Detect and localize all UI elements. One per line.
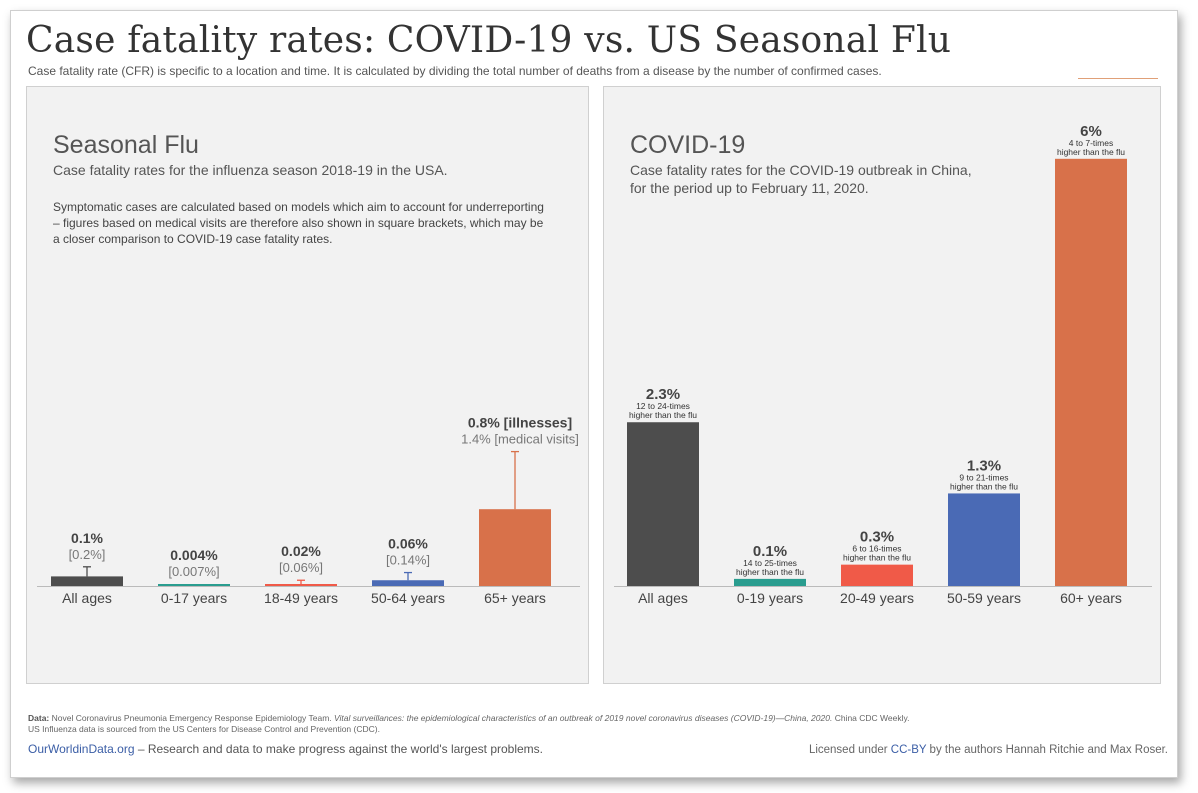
- license-note: Licensed under CC-BY by the authors Hann…: [809, 744, 1168, 756]
- owid-credit: OurWorldinData.org – Research and data t…: [28, 742, 543, 756]
- license-prefix: Licensed under: [808, 744, 891, 756]
- flu-value-label-3: 0.02%: [281, 543, 321, 559]
- covid-comparison-line2-2: higher than the flu: [736, 567, 804, 577]
- covid-category-label-1: All ages: [638, 590, 688, 606]
- covid-category-label-2: 0-19 years: [737, 590, 803, 606]
- flu-sublabel-2: [0.007%]: [168, 564, 219, 579]
- covid-comparison-line1-2: 14 to 25-times: [743, 558, 797, 568]
- covid-comparison-line2-1: higher than the flu: [629, 410, 697, 420]
- data-source-title: Vital surveillances: the epidemiological…: [334, 713, 833, 723]
- covid-category-label-4: 50-59 years: [947, 590, 1021, 606]
- covid-value-label-3: 0.3%: [860, 529, 894, 546]
- flu-value-label-5: 0.8% [illnesses]: [468, 415, 572, 431]
- flu-sublabel-4: [0.14%]: [386, 553, 430, 568]
- data-label: Data:: [28, 713, 50, 723]
- covid-comparison-line1-3: 6 to 16-times: [852, 544, 901, 554]
- data-source-line1: Data: Novel Coronavirus Pneumonia Emerge…: [28, 713, 1148, 724]
- covid-panel-subtitle: Case fatality rates for the COVID-19 out…: [630, 161, 972, 197]
- data-source-note: Data: Novel Coronavirus Pneumonia Emerge…: [28, 713, 1148, 735]
- covid-bar-3: [841, 564, 913, 586]
- covid-bar-5: [1055, 158, 1127, 587]
- flu-panel-title: Seasonal Flu: [53, 131, 199, 159]
- owid-link[interactable]: OurWorldinData.org: [28, 742, 135, 756]
- chart-title: Case fatality rates: COVID-19 vs. US Sea…: [26, 20, 952, 61]
- covid-panel: COVID-19 Case fatality rates for the COV…: [603, 86, 1161, 684]
- flu-value-label-2: 0.004%: [170, 547, 218, 563]
- flu-bar-1: [51, 576, 123, 586]
- data-source-authors: Novel Coronavirus Pneumonia Emergency Re…: [51, 713, 332, 723]
- flu-category-label-2: 0-17 years: [161, 590, 227, 606]
- flu-bar-3: [265, 584, 337, 586]
- covid-value-label-5: 6%: [1080, 123, 1102, 140]
- flu-bar-chart: [0.2%]0.1% All ages [0.007%]0.004% 0-17 yea…: [37, 415, 580, 606]
- accent-line: [1078, 78, 1158, 79]
- covid-comparison-line2-3: higher than the flu: [843, 553, 911, 563]
- covid-comparison-line1-4: 9 to 21-times: [959, 472, 1008, 482]
- covid-value-label-1: 2.3%: [646, 386, 680, 403]
- flu-panel-subtitle: Case fatality rates for the influenza se…: [53, 162, 448, 178]
- covid-comparison-line2-4: higher than the flu: [950, 481, 1018, 491]
- flu-bar-5: [479, 509, 551, 586]
- flu-category-label-5: 65+ years: [484, 590, 546, 606]
- covid-panel-title: COVID-19: [630, 131, 746, 159]
- flu-bar-4: [372, 580, 444, 586]
- chart-subtitle: Case fatality rate (CFR) is specific to …: [28, 64, 882, 78]
- covid-comparison-line1-5: 4 to 7-times: [1069, 138, 1113, 148]
- covid-value-label-4: 1.3%: [967, 457, 1001, 474]
- flu-sublabel-5: 1.4% [medical visits]: [461, 432, 579, 447]
- license-authors: by the authors Hannah Ritchie and Max Ro…: [926, 744, 1168, 756]
- covid-comparison-line2-5: higher than the flu: [1057, 147, 1125, 157]
- covid-value-label-2: 0.1%: [753, 543, 787, 560]
- data-source-journal: China CDC Weekly.: [834, 713, 910, 723]
- flu-value-label-4: 0.06%: [388, 536, 428, 552]
- covid-bar-2: [734, 578, 806, 586]
- cc-by-link[interactable]: CC-BY: [890, 744, 927, 756]
- covid-category-label-5: 60+ years: [1060, 590, 1122, 606]
- covid-category-label-3: 20-49 years: [840, 590, 914, 606]
- covid-bar-4: [948, 493, 1020, 586]
- flu-sublabel-3: [0.06%]: [279, 560, 323, 575]
- covid-comparison-line1-1: 12 to 24-times: [636, 401, 690, 411]
- seasonal-flu-panel: Seasonal Flu Case fatality rates for the…: [26, 86, 589, 684]
- flu-category-label-1: All ages: [62, 590, 112, 606]
- covid-subtitle-line1: Case fatality rates for the COVID-19 out…: [630, 162, 972, 178]
- flu-category-label-4: 50-64 years: [371, 590, 445, 606]
- flu-category-label-3: 18-49 years: [264, 590, 338, 606]
- flu-value-label-1: 0.1%: [71, 530, 103, 546]
- covid-subtitle-line2: for the period up to February 11, 2020.: [630, 180, 869, 196]
- flu-sublabel-1: [0.2%]: [69, 547, 106, 562]
- flu-panel-note: Symptomatic cases are calculated based o…: [53, 200, 544, 246]
- owid-tagline: – Research and data to make progress aga…: [134, 742, 544, 756]
- data-source-line2: US Influenza data is sourced from the US…: [28, 724, 380, 734]
- covid-bar-1: [627, 422, 699, 586]
